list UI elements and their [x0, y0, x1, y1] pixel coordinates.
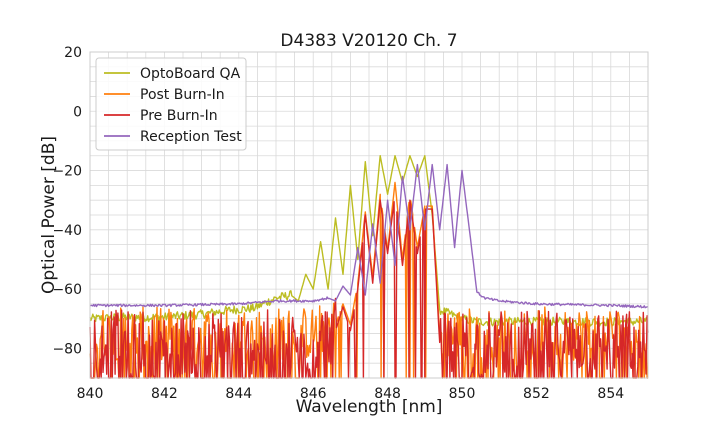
y-ticks: 20 0 −20 −40 −60 −80 — [52, 45, 82, 357]
series-layer — [89, 154, 649, 379]
series-line-pre-burn-in — [89, 199, 649, 379]
x-axis-label: Wavelength [nm] — [296, 397, 443, 417]
y-tick-label: −20 — [52, 164, 82, 180]
y-axis-label: Optical Power [dB] — [39, 136, 59, 294]
chart-title: D4383 V20120 Ch. 7 — [280, 31, 457, 51]
y-tick-label: −80 — [52, 341, 82, 357]
x-tick-label: 852 — [523, 386, 550, 402]
x-tick-label: 848 — [374, 386, 401, 402]
x-tick-label: 850 — [449, 386, 476, 402]
x-tick-label: 842 — [151, 386, 178, 402]
y-tick-label: 20 — [64, 45, 82, 61]
x-tick-label: 846 — [300, 386, 327, 402]
y-tick-label: −60 — [52, 282, 82, 298]
x-tick-label: 854 — [597, 386, 624, 402]
legend-label: Reception Test — [140, 129, 242, 145]
y-tick-label: −40 — [52, 223, 82, 239]
legend-box — [95, 57, 247, 151]
plot-frame — [89, 51, 649, 379]
legend-label: OptoBoard QA — [140, 66, 241, 82]
legend-label: Pre Burn-In — [140, 108, 218, 124]
legend-label: Post Burn-In — [140, 87, 225, 103]
series-line-reception-test — [89, 163, 649, 309]
x-ticks: 840 842 844 846 848 850 852 854 — [77, 386, 625, 402]
x-tick-label: 844 — [225, 386, 252, 402]
y-tick-label: 0 — [73, 104, 82, 120]
x-tick-label: 840 — [77, 386, 104, 402]
legend: OptoBoard QA Post Burn-In Pre Burn-In Recep… — [95, 57, 247, 151]
